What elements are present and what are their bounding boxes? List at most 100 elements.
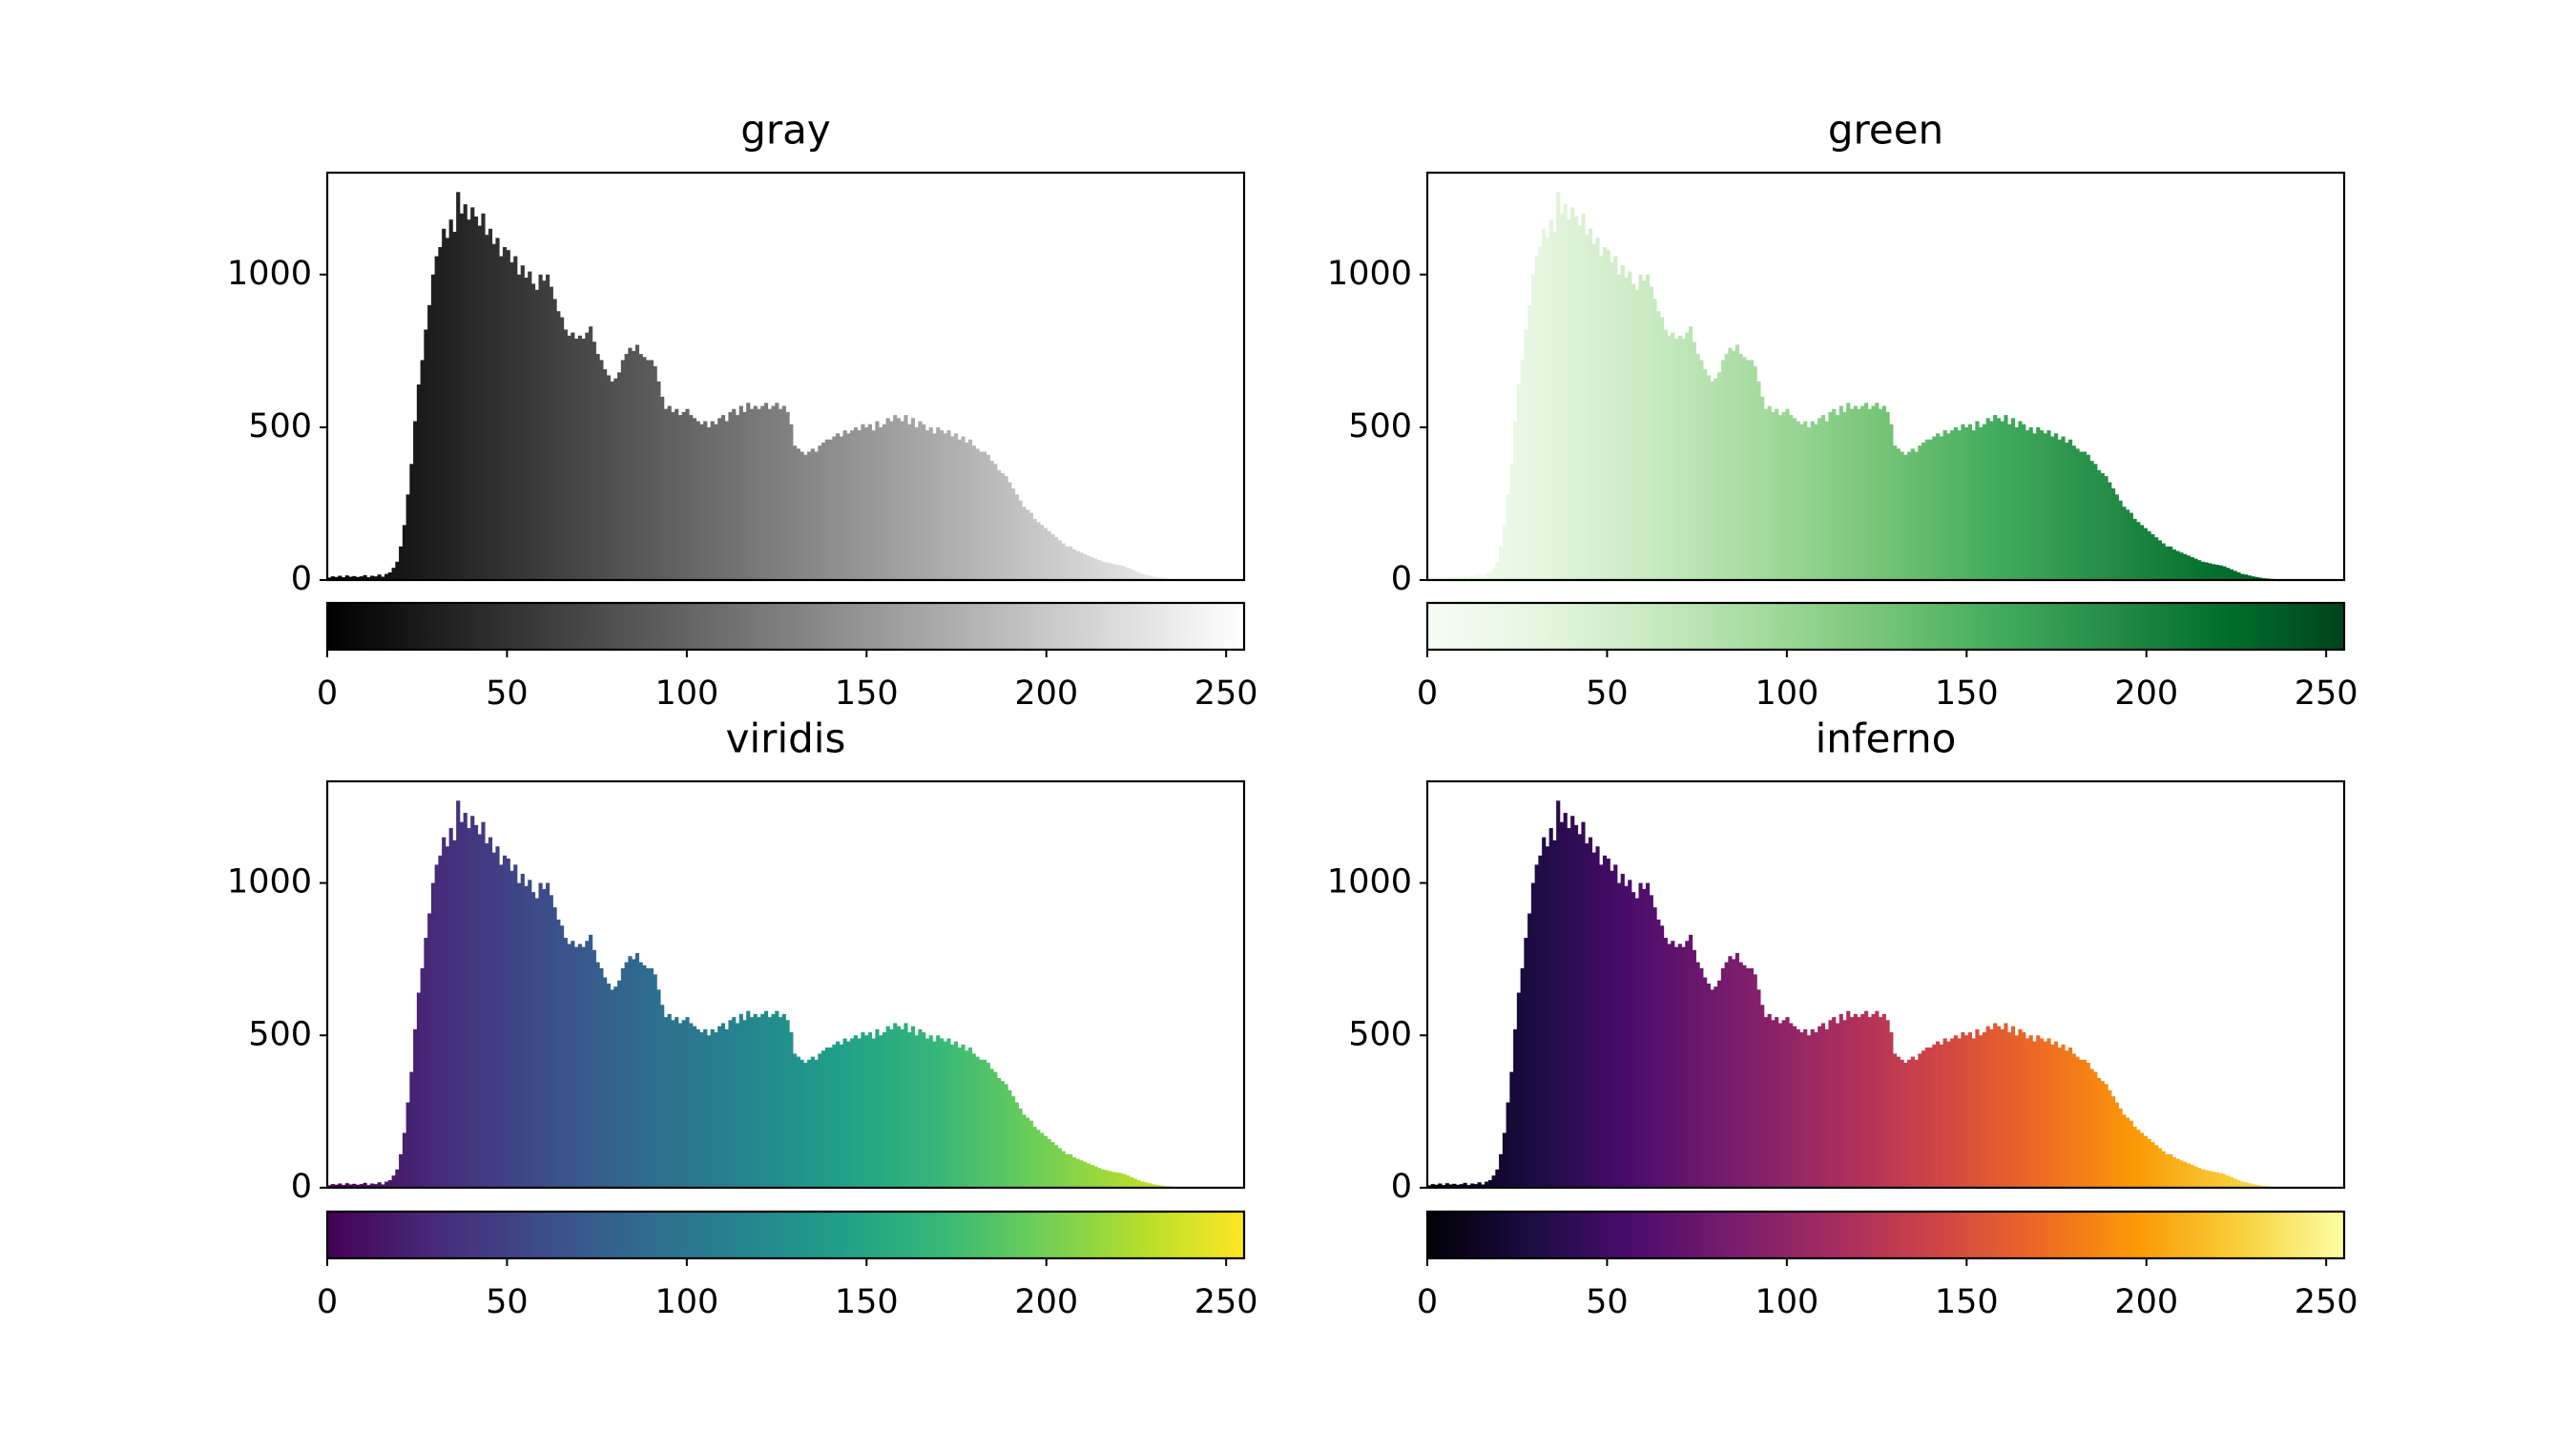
histogram-bar	[1022, 507, 1027, 580]
histogram-bar	[2197, 560, 2202, 580]
histogram-bar	[1090, 556, 1094, 580]
y-tick-label: 500	[248, 407, 312, 446]
histogram-bar	[585, 332, 590, 580]
histogram-bar	[882, 1032, 887, 1188]
histogram-bar	[1896, 448, 1901, 580]
histogram-bar	[1022, 1114, 1027, 1188]
histogram-bar	[1746, 360, 1751, 580]
histogram-bar	[1645, 882, 1651, 1188]
histogram-bar	[2222, 566, 2227, 580]
histogram-bar	[885, 1026, 890, 1188]
histogram-bar	[699, 1032, 704, 1188]
histogram-bar	[1008, 482, 1012, 580]
histogram-bar	[1083, 553, 1088, 580]
histogram-bar	[2254, 1184, 2259, 1188]
histogram-bar	[864, 1035, 869, 1188]
histogram-bar	[850, 430, 855, 580]
histogram-bar	[2114, 494, 2119, 580]
histogram-bar	[1928, 1047, 1933, 1188]
histogram-bar	[2086, 454, 2090, 580]
histogram-bar	[1832, 1017, 1837, 1188]
histogram-bar	[477, 225, 482, 580]
histogram-bar	[1430, 1184, 1435, 1188]
histogram-bar	[871, 430, 876, 580]
histogram-bar	[1667, 335, 1672, 580]
histogram-bar	[967, 439, 973, 580]
histogram-bar	[800, 451, 804, 580]
histogram-bar	[1953, 1035, 1958, 1188]
histogram-bar	[2214, 1172, 2220, 1188]
histogram-bar	[1040, 525, 1045, 580]
histogram-bar	[516, 882, 522, 1188]
histogram-bar	[595, 354, 600, 580]
histogram-bar	[660, 396, 665, 580]
histogram-bar	[907, 1032, 912, 1188]
histogram-bar	[2236, 1180, 2241, 1188]
histogram-bar	[549, 286, 553, 580]
histogram-bar	[1495, 1169, 1500, 1188]
histogram-bar	[1573, 824, 1579, 1188]
histogram-bar	[1946, 1041, 1951, 1188]
histogram-bar	[463, 813, 467, 1188]
histogram-bar	[1567, 828, 1571, 1188]
histogram-bar	[857, 1038, 862, 1188]
histogram-bar	[1129, 1176, 1134, 1188]
histogram-bar	[760, 405, 765, 580]
histogram-bar	[1720, 967, 1725, 1188]
histogram-bar	[1728, 956, 1733, 1188]
histogram-bar	[424, 329, 428, 580]
histogram-bar	[2132, 518, 2137, 580]
histogram-bar	[1126, 568, 1131, 580]
histogram-bar	[2039, 1038, 2045, 1188]
histogram-bar	[1097, 560, 1102, 580]
histogram-bar	[1588, 837, 1593, 1188]
histogram-bar	[781, 405, 786, 580]
histogram-bar	[513, 864, 518, 1188]
histogram-bar	[1796, 1028, 1800, 1188]
histogram-bar	[2108, 482, 2112, 580]
histogram-bar	[864, 426, 869, 580]
histogram-bar	[1993, 415, 1998, 580]
histogram-bar	[2229, 1176, 2234, 1188]
histogram-bar	[549, 895, 553, 1188]
histogram-bar	[2247, 1183, 2252, 1188]
histogram-bar	[1466, 577, 1471, 580]
histogram-bar	[1470, 575, 1475, 580]
histogram-bar	[334, 576, 339, 580]
histogram-bar	[1685, 332, 1690, 580]
histogram-bar	[1893, 1053, 1898, 1188]
histogram-bar	[352, 1183, 357, 1188]
histogram-bar	[2053, 433, 2059, 580]
histogram-bar	[824, 1047, 829, 1188]
histogram-bar	[506, 858, 510, 1188]
histogram-bar	[1567, 219, 1571, 581]
histogram-bar	[1706, 983, 1711, 1188]
histogram-bar	[989, 461, 994, 580]
histogram-bar	[499, 864, 504, 1188]
histogram-bar	[1692, 342, 1696, 580]
histogram-bar	[810, 1056, 815, 1188]
histogram-bar	[1559, 821, 1565, 1188]
histogram-bar	[485, 843, 489, 1188]
colorbar-tick-label: 100	[1755, 1283, 1818, 1321]
histogram-bar	[1104, 1170, 1109, 1188]
histogram-bar	[871, 1038, 876, 1188]
histogram-bar	[957, 1047, 962, 1188]
histogram-bar	[595, 962, 600, 1188]
histogram-bar	[1957, 1038, 1962, 1188]
histogram-bar	[1979, 426, 1984, 580]
histogram-bar	[1681, 339, 1686, 580]
histogram-bar	[893, 1023, 898, 1188]
histogram-bar	[2079, 451, 2084, 580]
histogram-bar	[1047, 530, 1051, 580]
histogram-bar	[796, 1056, 800, 1188]
histogram-bar	[1649, 286, 1653, 580]
histogram-bar	[1043, 1135, 1048, 1188]
histogram-bar	[1018, 1108, 1023, 1188]
histogram-bar	[1849, 408, 1855, 580]
histogram-bar	[556, 919, 561, 1188]
histogram-bar	[1083, 1161, 1088, 1188]
histogram-bar	[1000, 1081, 1005, 1188]
histogram-bar	[2025, 430, 2030, 580]
histogram-bar	[710, 421, 715, 580]
